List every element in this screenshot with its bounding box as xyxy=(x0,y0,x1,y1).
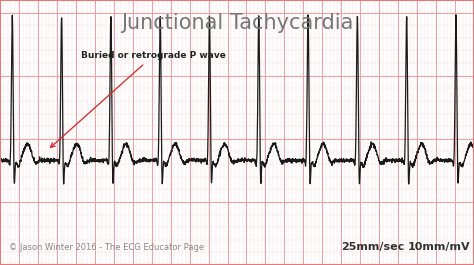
Text: © Jason Winter 2016 - The ECG Educator Page: © Jason Winter 2016 - The ECG Educator P… xyxy=(9,243,205,252)
Text: 25mm/sec: 25mm/sec xyxy=(341,242,404,252)
Text: Buried or retrograde P wave: Buried or retrograde P wave xyxy=(51,51,226,147)
Text: Junctional Tachycardia: Junctional Tachycardia xyxy=(121,13,353,33)
Text: 10mm/mV: 10mm/mV xyxy=(408,242,470,252)
